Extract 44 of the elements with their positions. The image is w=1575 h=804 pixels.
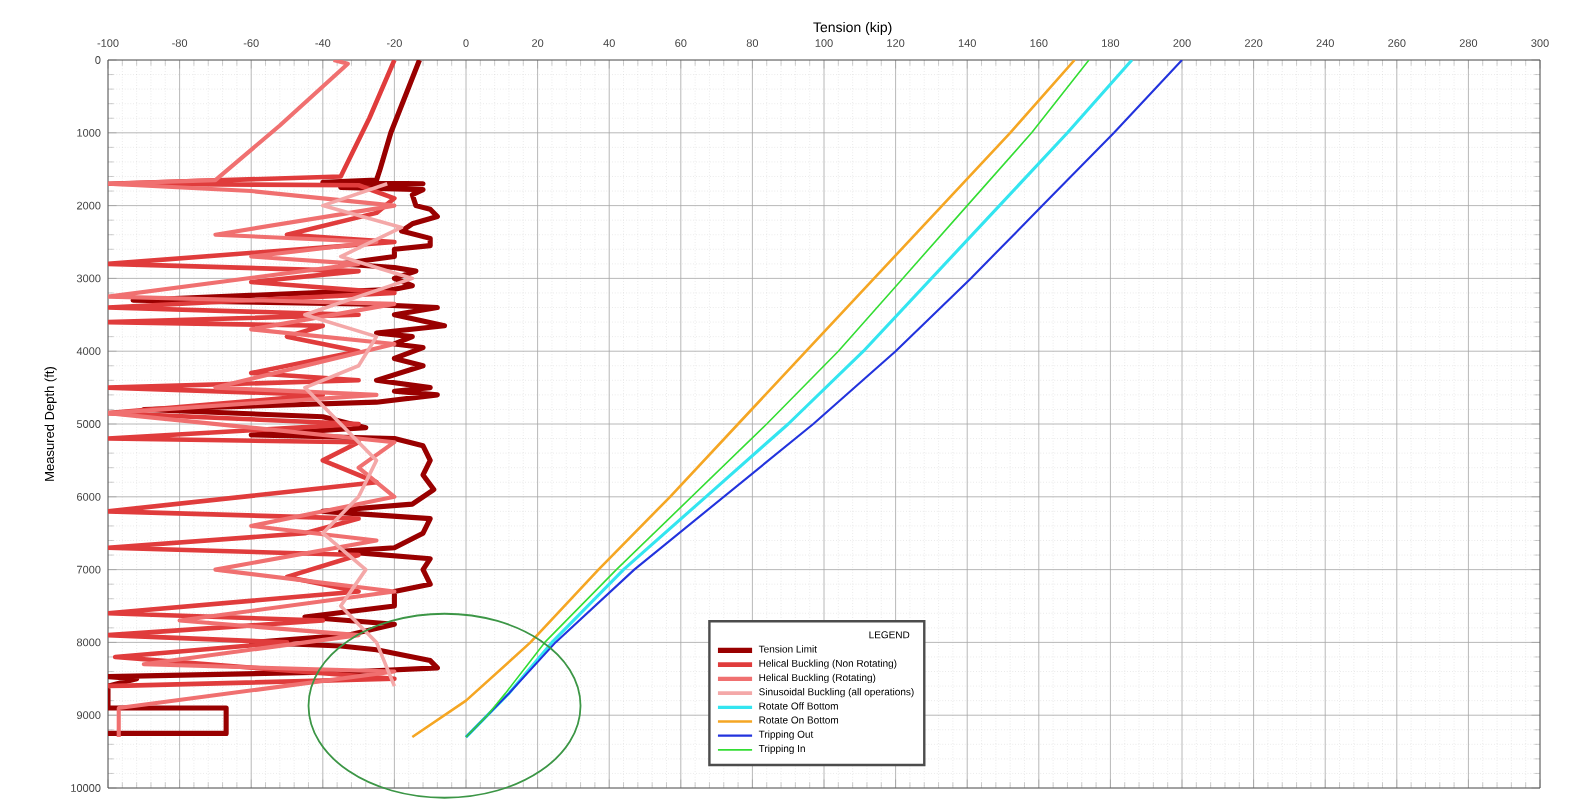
x-tick-label: 120 — [887, 39, 905, 47]
legend-label: Tripping In — [758, 744, 805, 755]
y-tick-label: 9000 — [76, 711, 101, 720]
x-tick-label: 240 — [1316, 39, 1334, 47]
y-tick-label: 0 — [95, 56, 101, 64]
legend-label: Helical Buckling (Non Rotating) — [759, 659, 897, 669]
y-tick-label: 6000 — [77, 492, 101, 501]
legend-title: LEGEND — [869, 631, 910, 639]
y-axis-title: Measured Depth (ft) — [44, 367, 57, 481]
x-tick-label: -20 — [386, 39, 402, 47]
legend-label: Helical Buckling (Rotating) — [759, 673, 876, 684]
x-axis-title: Tension (kip) — [813, 21, 892, 35]
x-tick-label: 200 — [1173, 39, 1191, 47]
legend-label: Rotate Off Bottom — [759, 702, 838, 710]
x-tick-label: 0 — [463, 39, 469, 47]
legend-label: Sinusoidal Buckling (all operations) — [759, 688, 914, 698]
x-tick-label: 80 — [746, 39, 759, 47]
x-tick-label: 40 — [603, 39, 615, 47]
y-tick-label: 10000 — [71, 784, 101, 792]
line-series — [303, 181, 415, 688]
y-tick-label: 4000 — [76, 347, 101, 356]
x-tick-label: -80 — [172, 39, 188, 47]
x-tick-label: 100 — [815, 39, 833, 47]
x-tick-label: 180 — [1102, 39, 1120, 47]
x-tick-label: 140 — [958, 39, 976, 47]
x-tick-label: 260 — [1388, 39, 1406, 47]
y-tick-label: 1000 — [77, 128, 101, 137]
y-tick-label: 7000 — [77, 565, 101, 574]
y-tick-label: 2000 — [77, 201, 101, 210]
x-tick-label: 60 — [675, 39, 687, 47]
legend-label: Tension Limit — [758, 645, 817, 653]
x-tick-label: -60 — [243, 39, 259, 47]
x-tick-label: 220 — [1245, 39, 1263, 47]
legend-label: Tripping Out — [758, 730, 814, 740]
x-tick-label: -100 — [97, 39, 119, 47]
x-tick-label: 300 — [1531, 39, 1549, 47]
y-tick-label: 8000 — [76, 638, 101, 647]
legend-label: Rotate On Bottom — [759, 716, 839, 724]
x-tick-label: 160 — [1030, 39, 1048, 47]
x-tick-label: 280 — [1459, 39, 1478, 47]
x-tick-label: -40 — [315, 39, 331, 47]
y-tick-label: 3000 — [76, 274, 101, 283]
x-tick-label: 20 — [532, 39, 544, 47]
y-tick-label: 5000 — [76, 420, 101, 428]
